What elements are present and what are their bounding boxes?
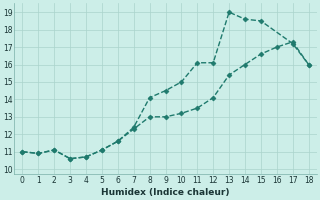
X-axis label: Humidex (Indice chaleur): Humidex (Indice chaleur)	[101, 188, 230, 197]
